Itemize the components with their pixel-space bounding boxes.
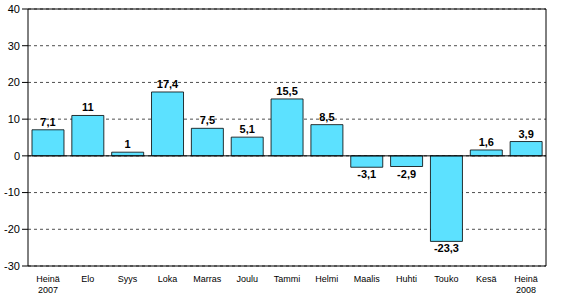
svg-text:Maalis: Maalis <box>354 274 381 284</box>
svg-text:3,9: 3,9 <box>518 128 533 140</box>
svg-text:Elo: Elo <box>81 274 94 284</box>
svg-text:Tammi: Tammi <box>274 274 301 284</box>
svg-text:0: 0 <box>14 150 20 162</box>
svg-text:-30: -30 <box>8 260 20 272</box>
svg-text:-3,1: -3,1 <box>357 168 376 180</box>
svg-text:30: 30 <box>8 40 20 52</box>
svg-text:Loka: Loka <box>158 274 178 284</box>
svg-text:Marras: Marras <box>193 274 222 284</box>
svg-text:Syys: Syys <box>118 274 138 284</box>
svg-text:1: 1 <box>125 138 131 150</box>
svg-text:15,5: 15,5 <box>276 85 297 97</box>
svg-text:1,6: 1,6 <box>479 136 494 148</box>
svg-text:-2,9: -2,9 <box>397 168 416 180</box>
svg-text:2007: 2007 <box>38 285 58 295</box>
svg-text:Touko: Touko <box>434 274 458 284</box>
svg-text:11: 11 <box>82 101 94 113</box>
svg-text:20: 20 <box>8 76 20 88</box>
svg-text:7,5: 7,5 <box>200 114 215 126</box>
svg-text:-20: -20 <box>8 223 20 235</box>
svg-text:Huhti: Huhti <box>396 274 417 284</box>
svg-text:-23,3: -23,3 <box>434 242 459 254</box>
svg-text:7,1: 7,1 <box>40 116 55 128</box>
svg-text:Joulu: Joulu <box>236 274 258 284</box>
svg-text:2008: 2008 <box>516 285 536 295</box>
svg-text:5,1: 5,1 <box>240 123 255 135</box>
svg-text:Heinä: Heinä <box>514 274 538 284</box>
svg-text:Helmi: Helmi <box>315 274 338 284</box>
svg-text:10: 10 <box>8 113 20 125</box>
svg-text:17,4: 17,4 <box>157 78 179 90</box>
svg-text:-10: -10 <box>8 186 20 198</box>
svg-text:Kesä: Kesä <box>476 274 497 284</box>
svg-text:8,5: 8,5 <box>319 111 334 123</box>
svg-text:Heinä: Heinä <box>36 274 60 284</box>
svg-text:40: 40 <box>8 3 20 15</box>
